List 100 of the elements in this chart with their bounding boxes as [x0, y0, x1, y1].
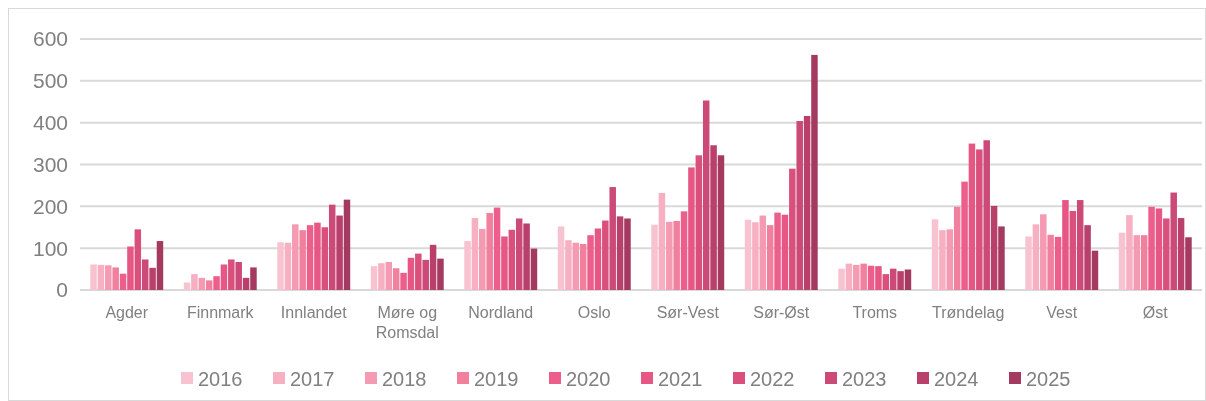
bar [1069, 210, 1077, 290]
legend-label: 2016 [198, 368, 243, 390]
bar [1140, 235, 1148, 290]
bar [284, 242, 292, 290]
bar [717, 155, 725, 290]
bar [90, 264, 97, 290]
bar [860, 263, 867, 290]
bar [378, 263, 385, 290]
x-tick-label: Troms [852, 304, 898, 321]
bar [1091, 250, 1099, 290]
bar [889, 268, 897, 290]
bar [464, 241, 471, 290]
bar [897, 271, 904, 290]
bar [336, 215, 343, 290]
bar [759, 215, 767, 290]
bar [205, 280, 213, 290]
y-tick-label: 600 [32, 27, 68, 51]
bar [1170, 192, 1177, 290]
x-tick-label: Sør-Øst [753, 304, 810, 321]
bar [766, 225, 774, 290]
bar [429, 244, 437, 290]
bar [609, 187, 616, 290]
bar [853, 264, 860, 290]
bar [277, 242, 284, 290]
bar [422, 259, 429, 290]
x-tick-label: Nordland [468, 304, 534, 321]
bar [983, 140, 990, 290]
bar [931, 219, 939, 290]
bar [105, 265, 112, 290]
bar [134, 229, 142, 290]
bar [235, 261, 242, 290]
bar [1032, 224, 1040, 290]
bar [579, 243, 587, 290]
bar [752, 222, 759, 290]
y-tick-label: 200 [32, 194, 68, 218]
bar [415, 253, 422, 290]
bar [796, 120, 803, 290]
bar [156, 241, 164, 290]
legend-label: 2024 [934, 368, 979, 390]
bar [112, 267, 119, 290]
y-tick-label: 0 [56, 278, 68, 302]
bar [1047, 234, 1054, 290]
legend-label: 2021 [658, 368, 703, 390]
bar [198, 277, 206, 290]
bar [523, 223, 530, 290]
x-tick-label: Møre og Romsdal [375, 304, 439, 341]
bar [811, 54, 818, 290]
x-tick-label: Innlandet [280, 304, 348, 321]
bar [191, 274, 198, 290]
bar [250, 267, 257, 290]
x-tick-label: Trøndelag [932, 304, 1005, 321]
bar [845, 263, 853, 290]
bar [242, 277, 250, 290]
y-tick-label: 400 [32, 111, 68, 135]
bar [328, 204, 336, 290]
bar [1126, 215, 1133, 290]
bar [695, 155, 703, 290]
legend-label: 2022 [750, 368, 795, 390]
bar [838, 268, 845, 290]
legend-label: 2023 [842, 368, 887, 390]
bar [946, 229, 954, 290]
bar [437, 258, 444, 290]
bar [479, 228, 486, 290]
bar [557, 226, 565, 290]
bar [616, 216, 624, 290]
bar [486, 213, 493, 290]
legend-label: 2018 [382, 368, 427, 390]
legend-label: 2017 [290, 368, 335, 390]
legend-label: 2025 [1026, 368, 1071, 390]
bar [1177, 218, 1185, 290]
bar [702, 100, 710, 290]
bar [624, 218, 631, 290]
x-tick-label: Finnmark [186, 304, 255, 321]
bar [141, 259, 149, 290]
bar [882, 274, 890, 290]
bar [939, 230, 946, 290]
bar [789, 168, 796, 290]
x-tick-label: Øst [1142, 304, 1169, 321]
bar [183, 282, 191, 290]
bar [658, 192, 666, 290]
bar [976, 149, 983, 290]
y-tick-label: 100 [32, 236, 68, 260]
bar [953, 206, 961, 290]
bar [515, 218, 523, 290]
x-tick-label: Agder [105, 304, 149, 321]
legend-label: 2020 [566, 368, 611, 390]
bar [1084, 225, 1091, 290]
bar [990, 205, 998, 290]
bar [744, 219, 752, 290]
y-tick-label: 300 [32, 152, 68, 176]
bar [370, 266, 378, 290]
bar [673, 220, 680, 290]
bar [565, 240, 572, 290]
x-tick-label: Vest [1046, 304, 1078, 321]
legend-label: 2019 [474, 368, 519, 390]
bar [1133, 235, 1141, 290]
bar [602, 220, 609, 290]
bar [530, 248, 538, 290]
bar [343, 199, 351, 290]
bar [299, 230, 306, 290]
